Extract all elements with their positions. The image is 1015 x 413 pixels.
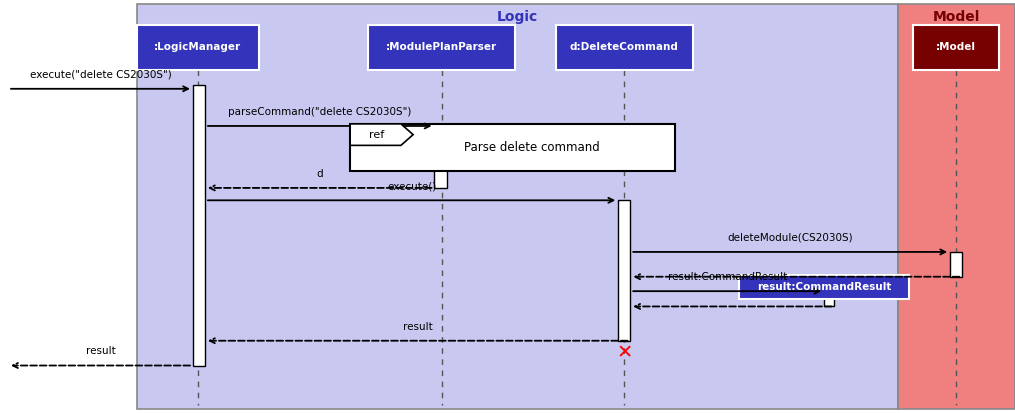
Text: ✕: ✕ [616,344,632,363]
FancyArrowPatch shape [13,363,190,368]
Polygon shape [350,124,413,145]
Bar [137,4,898,409]
Bar [898,4,1015,409]
Bar [912,25,999,70]
FancyArrowPatch shape [633,289,819,294]
Text: result: result [403,322,432,332]
Bar [434,126,447,188]
Text: execute(): execute() [387,181,436,191]
Bar [824,291,834,306]
FancyArrowPatch shape [633,249,945,254]
Bar [137,25,259,70]
Bar [618,200,630,341]
FancyArrowPatch shape [635,274,959,279]
FancyArrowPatch shape [208,123,429,128]
Text: :Model: :Model [936,43,976,52]
Text: Model: Model [933,10,979,24]
Bar [556,25,692,70]
Text: d: d [317,169,323,179]
FancyArrowPatch shape [11,86,188,91]
Bar [367,25,515,70]
Text: parseCommand("delete CS2030S"): parseCommand("delete CS2030S") [228,107,411,117]
Text: Logic: Logic [497,10,538,24]
Text: result:CommandResult: result:CommandResult [668,272,787,282]
Text: :LogicManager: :LogicManager [154,43,242,52]
Bar [350,124,675,171]
Bar [193,85,205,366]
Text: deleteModule(CS2030S): deleteModule(CS2030S) [728,233,853,243]
Text: :ModulePlanParser: :ModulePlanParser [386,43,497,52]
FancyArrowPatch shape [208,198,613,203]
Text: result:CommandResult: result:CommandResult [757,282,891,292]
Bar [739,275,909,299]
Text: Parse delete command: Parse delete command [464,141,599,154]
Text: ref: ref [369,130,385,140]
FancyArrowPatch shape [210,185,431,190]
Text: d:DeleteCommand: d:DeleteCommand [569,43,679,52]
FancyArrowPatch shape [635,304,831,309]
Text: result: result [85,347,116,356]
Text: execute("delete CS2030S"): execute("delete CS2030S") [29,70,172,80]
Bar [950,252,962,277]
FancyArrowPatch shape [210,338,627,343]
